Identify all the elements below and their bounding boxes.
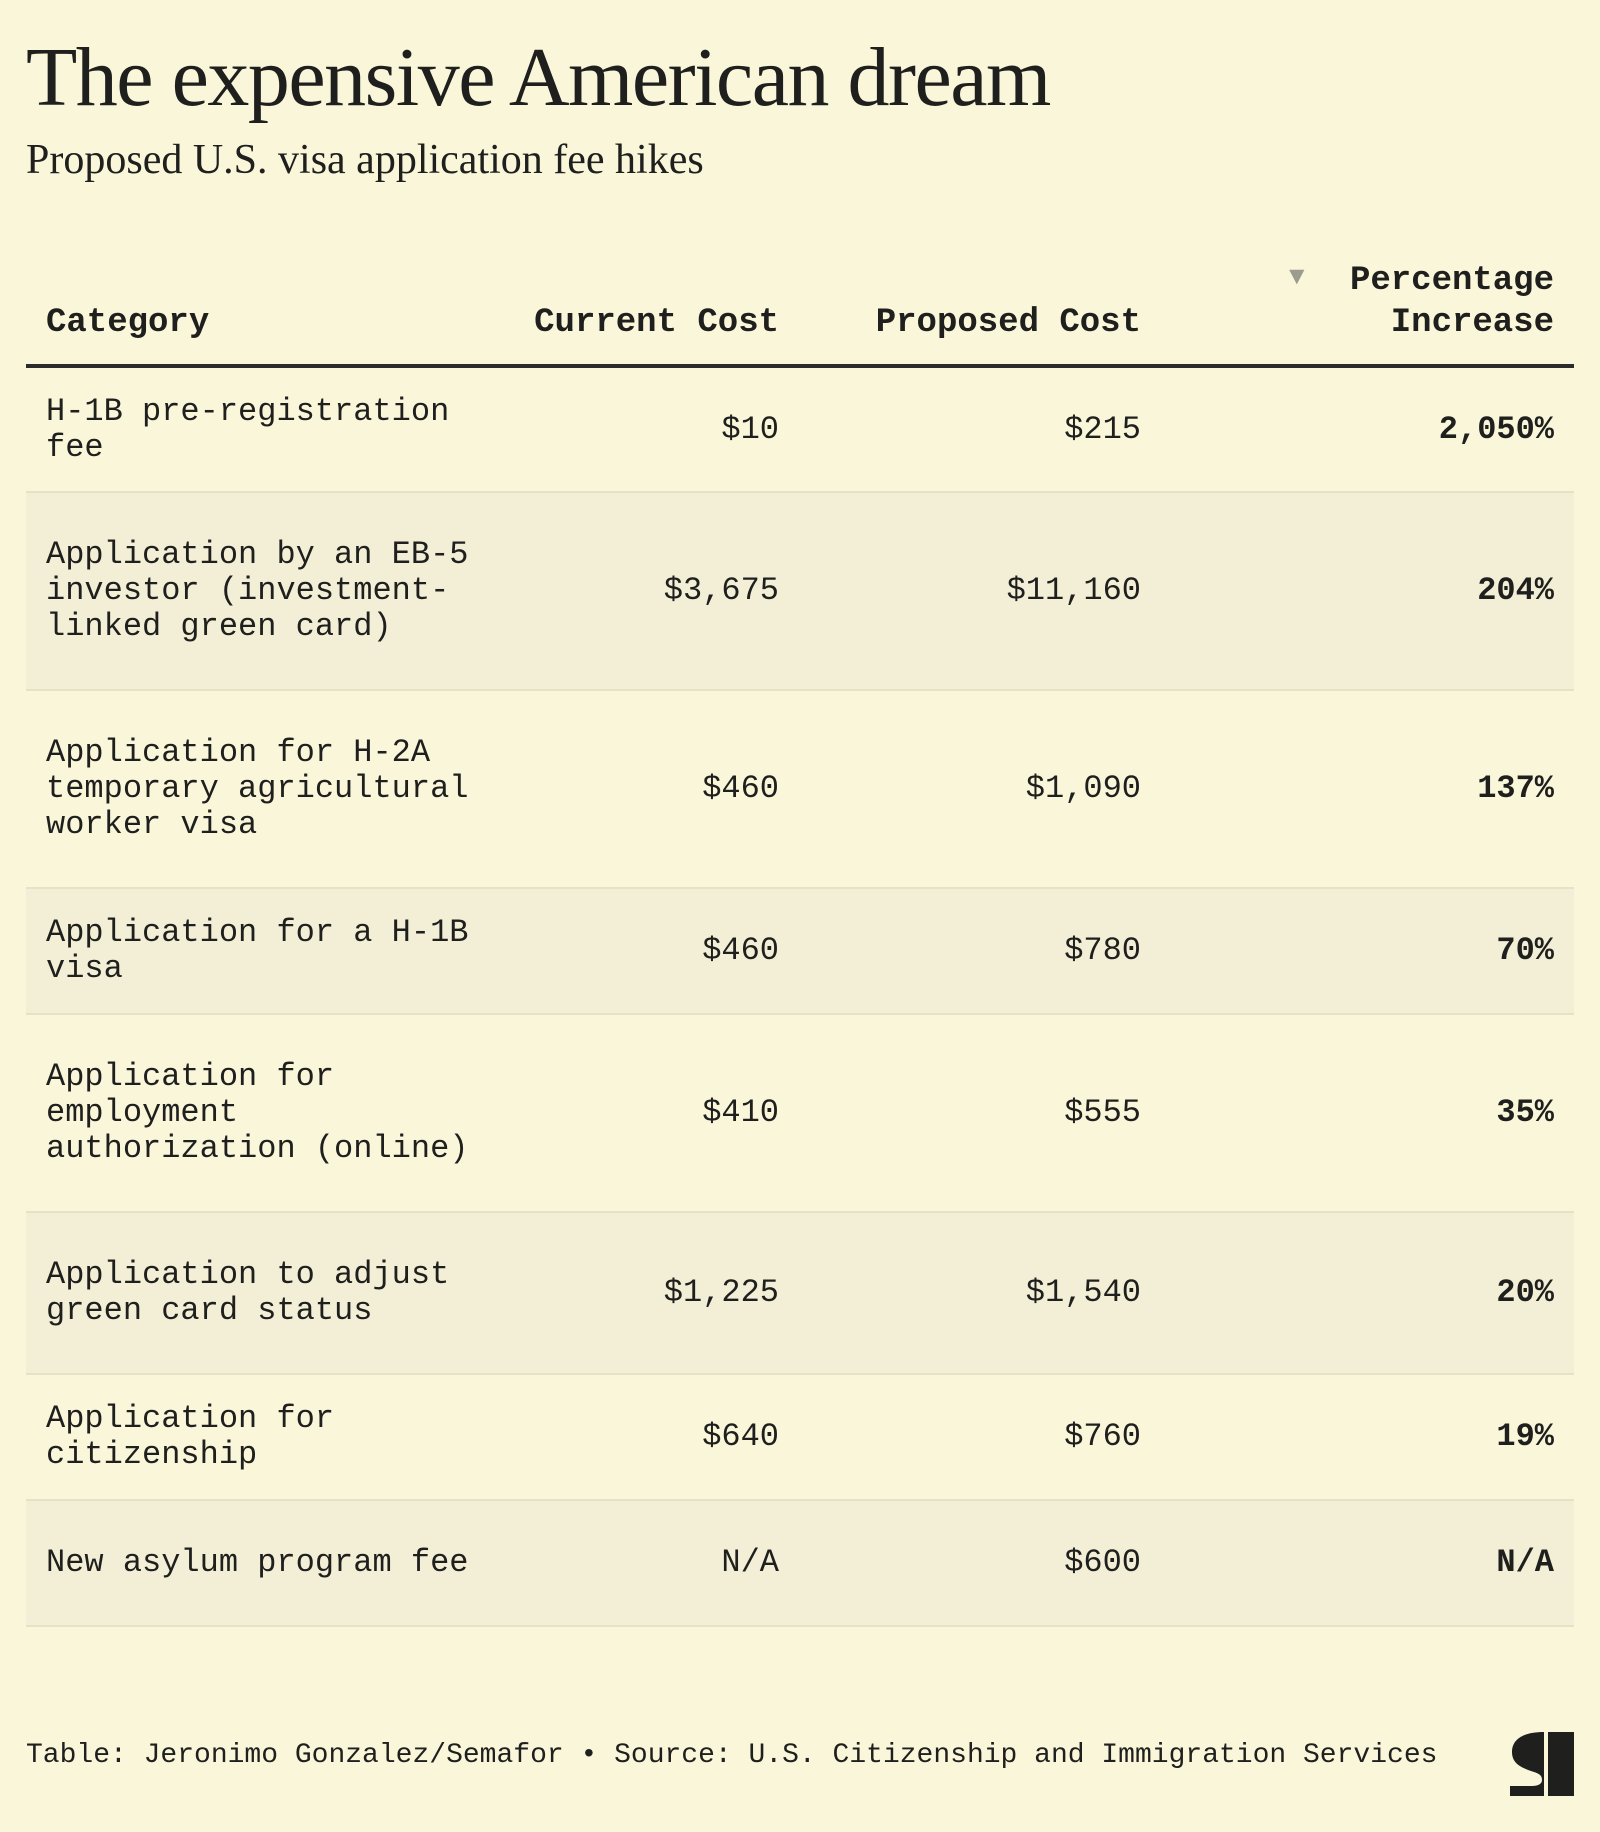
column-header-percentage-increase[interactable]: ▼ Percentage Increase: [1161, 250, 1574, 368]
column-header-category[interactable]: Category: [26, 250, 499, 368]
column-header-label: Percentage Increase: [1349, 262, 1554, 342]
source-credit: Table: Jeronimo Gonzalez/Semafor • Sourc…: [26, 1740, 1438, 1771]
table-row: Application for a H-1B visa $460 $780 70%: [26, 888, 1574, 1015]
category-cell: Application for employment authorization…: [26, 1014, 499, 1213]
proposed-cost-cell: $11,160: [799, 492, 1161, 691]
percentage-increase-cell: 137%: [1161, 690, 1574, 889]
proposed-cost-cell: $760: [799, 1374, 1161, 1501]
percentage-increase-cell: 204%: [1161, 492, 1574, 691]
current-cost-cell: $3,675: [499, 492, 799, 691]
current-cost-cell: $640: [499, 1374, 799, 1501]
table-row: H-1B pre-registration fee $10 $215 2,050%: [26, 366, 1574, 493]
table-row: Application to adjust green card status $…: [26, 1212, 1574, 1375]
table-header-row: Category Current Cost Proposed Cost ▼ Pe…: [26, 250, 1574, 368]
category-cell: Application for citizenship: [26, 1374, 499, 1501]
current-cost-cell: $460: [499, 690, 799, 889]
current-cost-cell: $460: [499, 888, 799, 1015]
fee-table: Category Current Cost Proposed Cost ▼ Pe…: [26, 250, 1574, 1627]
proposed-cost-cell: $1,540: [799, 1212, 1161, 1375]
percentage-increase-cell: 19%: [1161, 1374, 1574, 1501]
category-cell: Application by an EB-5 investor (investm…: [26, 492, 499, 691]
table-row: Application by an EB-5 investor (investm…: [26, 492, 1574, 691]
percentage-increase-cell: 70%: [1161, 888, 1574, 1015]
proposed-cost-cell: $215: [799, 366, 1161, 493]
percentage-increase-cell: 35%: [1161, 1014, 1574, 1213]
column-header-proposed-cost[interactable]: Proposed Cost: [799, 250, 1161, 368]
proposed-cost-cell: $1,090: [799, 690, 1161, 889]
proposed-cost-cell: $555: [799, 1014, 1161, 1213]
current-cost-cell: $10: [499, 366, 799, 493]
page-title: The expensive American dream: [26, 31, 1051, 124]
percentage-increase-cell: 20%: [1161, 1212, 1574, 1375]
table-row: New asylum program fee N/A $600 N/A: [26, 1500, 1574, 1627]
page-subtitle: Proposed U.S. visa application fee hikes: [26, 137, 704, 183]
semafor-logo-icon[interactable]: [1508, 1730, 1574, 1798]
percentage-increase-cell: 2,050%: [1161, 366, 1574, 493]
proposed-cost-cell: $780: [799, 888, 1161, 1015]
table-row: Application for citizenship $640 $760 19%: [26, 1374, 1574, 1501]
current-cost-cell: N/A: [499, 1500, 799, 1627]
current-cost-cell: $410: [499, 1014, 799, 1213]
table-row: Application for employment authorization…: [26, 1014, 1574, 1213]
current-cost-cell: $1,225: [499, 1212, 799, 1375]
percentage-increase-cell: N/A: [1161, 1500, 1574, 1627]
category-cell: Application for H-2A temporary agricultu…: [26, 690, 499, 889]
category-cell: Application to adjust green card status: [26, 1212, 499, 1375]
page: The expensive American dream Proposed U.…: [26, 0, 1574, 1832]
sort-descending-icon[interactable]: ▼: [1289, 262, 1305, 292]
category-cell: New asylum program fee: [26, 1500, 499, 1627]
table-row: Application for H-2A temporary agricultu…: [26, 690, 1574, 889]
column-header-current-cost[interactable]: Current Cost: [499, 250, 799, 368]
category-cell: Application for a H-1B visa: [26, 888, 499, 1015]
proposed-cost-cell: $600: [799, 1500, 1161, 1627]
table-body: H-1B pre-registration fee $10 $215 2,050% Ap…: [26, 366, 1574, 1627]
category-cell: H-1B pre-registration fee: [26, 366, 499, 493]
